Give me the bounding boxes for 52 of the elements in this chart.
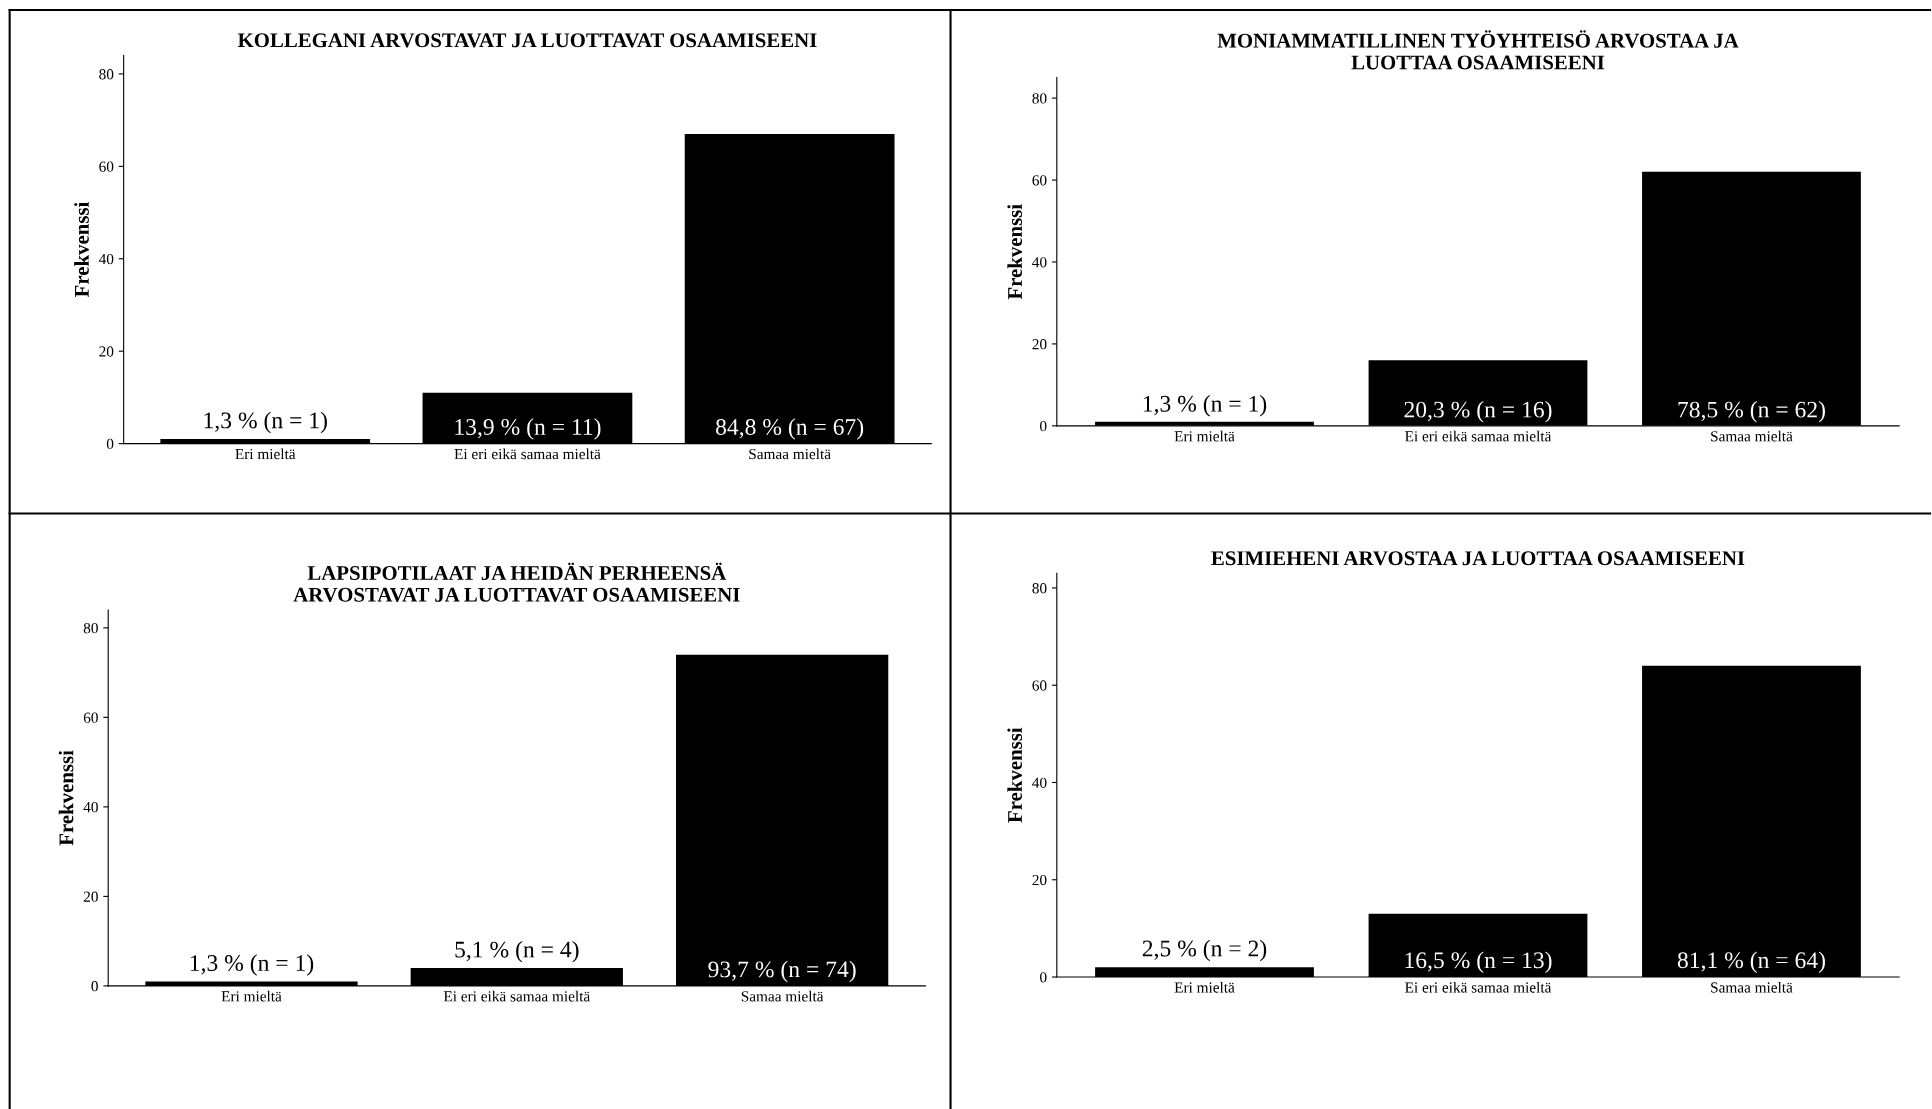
y-tick-label: 20: [1032, 874, 1047, 886]
x-tick-label: Eri mieltä: [221, 990, 282, 1002]
data-label: 1,3 % (n = 1): [204, 411, 327, 434]
data-label: 20,3 % (n = 16): [1404, 400, 1552, 423]
chart-title: KOLLEGANI ARVOSTAVAT JA LUOTTAVAT OSAAMISEENI: [237, 33, 817, 48]
y-tick-label: 80: [99, 69, 114, 80]
y-tick-label: 0: [106, 438, 114, 450]
y-axis-title: Frekvenssi: [1007, 204, 1023, 300]
y-tick-label: 20: [83, 891, 98, 902]
data-label: 84,8 % (n = 67): [716, 418, 864, 440]
data-label: 2,5 % (n = 2): [1142, 939, 1267, 962]
chart-title: MONIAMMATILLINEN TYÖYHTEISÖ ARVOSTAA JA LUOTTAA OSAAMISEENI: [1217, 30, 1739, 70]
x-tick-label: Samaa mieltä: [749, 448, 831, 460]
y-tick-label: 20: [99, 346, 114, 357]
data-label: 1,3 % (n = 1): [190, 954, 314, 976]
data-label: 16,5 % (n = 13): [1405, 951, 1552, 973]
data-label: 93,7 % (n = 74): [708, 960, 856, 983]
x-tick-label: Eri mieltä: [1174, 430, 1235, 442]
x-tick-label: Eri mieltä: [1174, 981, 1235, 993]
x-tick-label: Samaa mieltä: [1711, 981, 1793, 993]
data-label: 78,5 % (n = 62): [1678, 400, 1825, 423]
chart-title: LAPSIPOTILAAT JA HEIDÄN PERHEENSÄ ARVOSTAVAT JA LUOTTAVAT OSAAMISEENI: [293, 562, 740, 602]
y-tick-label: 40: [98, 253, 114, 265]
data-label: 13,9 % (n = 11): [455, 418, 601, 440]
x-tick-label: Eri mieltä: [235, 448, 296, 460]
y-tick-label: 60: [99, 161, 114, 172]
y-tick-label: 40: [1032, 777, 1047, 788]
y-tick-label: 0: [1040, 421, 1047, 432]
y-tick-label: 60: [1032, 175, 1047, 186]
y-tick-label: 80: [1032, 93, 1047, 104]
x-tick-label: Ei eri eikä samaa mieltä: [454, 448, 601, 460]
data-label: 5,1 % (n = 4): [455, 940, 579, 963]
y-tick-label: 0: [91, 981, 98, 992]
y-tick-label: 40: [83, 802, 98, 813]
data-label: 1,3 % (n = 1): [1143, 395, 1267, 417]
y-axis-title: Frekvenssi: [74, 201, 89, 298]
y-tick-label: 20: [1032, 339, 1047, 350]
x-tick-label: Samaa mieltä: [741, 990, 824, 1002]
y-tick-label: 60: [1032, 680, 1047, 691]
y-tick-label: 40: [1032, 257, 1047, 268]
x-tick-label: Samaa mieltä: [1711, 430, 1793, 442]
y-tick-label: 80: [83, 622, 98, 634]
x-tick-label: Ei eri eikä samaa mieltä: [443, 990, 590, 1002]
data-label: 81,1 % (n = 64): [1677, 951, 1825, 973]
x-tick-label: Ei eri eikä samaa mieltä: [1405, 430, 1552, 442]
y-axis-title: Frekvenssi: [58, 750, 74, 846]
y-tick-label: 80: [1032, 583, 1047, 594]
y-tick-label: 60: [83, 712, 98, 723]
y-axis-title: Frekvenssi: [1007, 727, 1023, 823]
y-tick-label: 0: [1040, 972, 1047, 983]
x-tick-label: Ei eri eikä samaa mieltä: [1405, 981, 1552, 993]
chart-title: ESIMIEHENI ARVOSTAA JA LUOTTAA OSAAMISEENI: [1211, 551, 1745, 566]
